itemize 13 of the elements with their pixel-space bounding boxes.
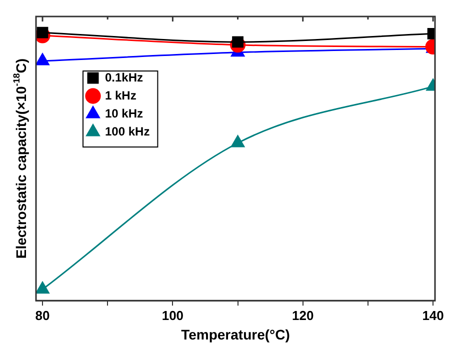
x-tick-label: 120 bbox=[292, 308, 314, 323]
legend-label: 0.1kHz bbox=[105, 70, 144, 84]
point bbox=[230, 135, 245, 148]
x-tick-label: 100 bbox=[162, 308, 184, 323]
legend-label: 100 kHz bbox=[105, 124, 150, 138]
legend-label: 10 kHz bbox=[105, 106, 144, 120]
point bbox=[36, 282, 50, 294]
x-axis-title: Temperature(°C) bbox=[181, 326, 290, 342]
legend-label: 1 kHz bbox=[105, 88, 136, 102]
point bbox=[36, 26, 48, 38]
y-axis-title: Electrostatic capacity(×10-18C) bbox=[11, 58, 29, 259]
x-tick-label: 80 bbox=[35, 308, 50, 323]
x-tick-label: 140 bbox=[422, 308, 444, 323]
